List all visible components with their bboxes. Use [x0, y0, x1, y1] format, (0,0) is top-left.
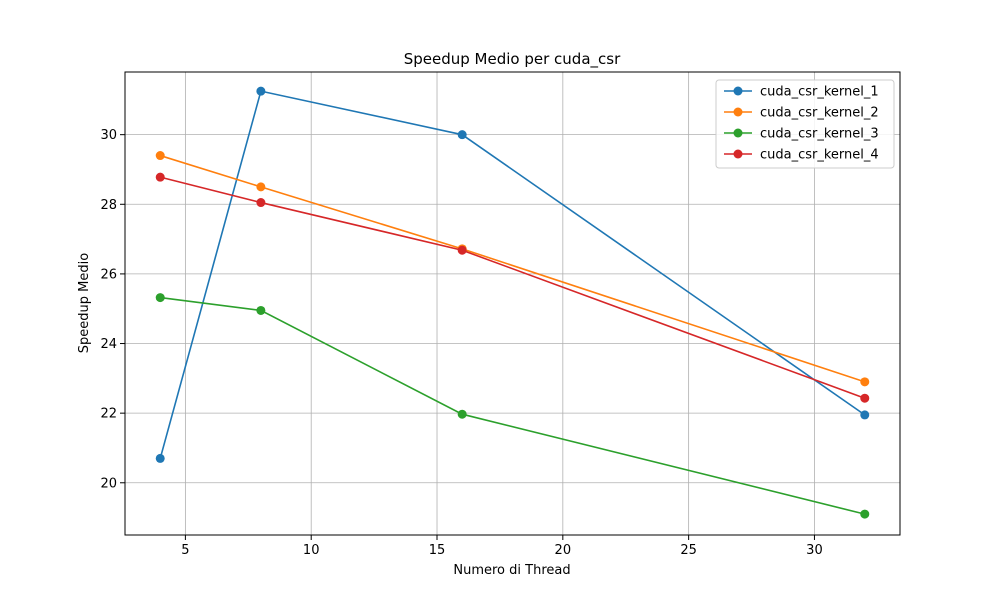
x-axis-label: Numero di Thread [453, 563, 570, 578]
data-point [155, 453, 165, 463]
y-axis: 20 22 24 26 28 30 [100, 128, 125, 491]
x-tick-label: 30 [806, 543, 823, 558]
x-axis: 5 10 15 20 25 30 [181, 535, 823, 558]
legend-box [715, 79, 895, 169]
series-line [160, 296, 865, 515]
data-point [256, 182, 266, 192]
data-point [256, 305, 266, 315]
legend-marker [733, 107, 743, 117]
data-point [256, 198, 266, 208]
chart-title: Speedup Medio per cuda_csr [404, 50, 621, 69]
legend-label: cuda_csr_kernel_4 [760, 148, 879, 163]
legend-label: cuda_csr_kernel_3 [760, 127, 879, 142]
legend-entry: cuda_csr_kernel_1 [724, 85, 879, 100]
legend-marker [733, 128, 743, 138]
series-line [160, 176, 866, 399]
legend-entry: cuda_csr_kernel_3 [724, 127, 879, 142]
data-point [457, 409, 467, 419]
series-cuda_csr_kernel_1 [155, 86, 870, 463]
y-tick-label: 30 [100, 128, 117, 143]
legend: cuda_csr_kernel_1 cuda_csr_kernel_2 cuda_c… [715, 79, 895, 169]
data-point [860, 509, 870, 519]
series-cuda_csr_kernel_4 [155, 172, 870, 403]
x-tick-label: 5 [181, 543, 189, 558]
x-tick-label: 25 [680, 543, 697, 558]
y-tick-label: 20 [100, 476, 117, 491]
series-layer [155, 86, 870, 519]
x-tick-label: 20 [555, 543, 572, 558]
plot-frame [124, 71, 901, 536]
legend-label: cuda_csr_kernel_2 [760, 106, 879, 121]
legend-entry: cuda_csr_kernel_2 [724, 106, 879, 121]
data-point [860, 393, 870, 403]
data-point [155, 151, 165, 161]
legend-entry: cuda_csr_kernel_4 [724, 148, 879, 163]
y-axis-label: Speedup Medio [77, 253, 92, 353]
data-point [457, 245, 467, 255]
y-tick-label: 22 [100, 407, 117, 422]
data-point [155, 293, 165, 303]
data-point [155, 172, 165, 182]
legend-marker [733, 86, 743, 96]
legend-marker [733, 149, 743, 159]
series-line [159, 90, 866, 459]
series-cuda_csr_kernel_3 [155, 293, 870, 519]
y-tick-label: 24 [100, 337, 117, 352]
y-tick-label: 26 [100, 267, 117, 282]
y-tick-label: 28 [100, 198, 117, 213]
x-tick-label: 15 [429, 543, 446, 558]
data-point [860, 410, 870, 420]
data-point [256, 86, 266, 96]
data-point [860, 377, 870, 387]
legend-label: cuda_csr_kernel_1 [760, 85, 879, 100]
series-line [159, 154, 866, 383]
data-point [457, 130, 467, 140]
x-tick-label: 10 [303, 543, 320, 558]
